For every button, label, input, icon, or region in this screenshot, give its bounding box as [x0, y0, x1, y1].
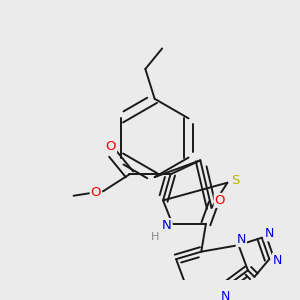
Text: N: N	[273, 254, 282, 267]
Text: N: N	[221, 290, 230, 300]
Text: O: O	[91, 187, 101, 200]
Text: O: O	[106, 140, 116, 153]
Text: O: O	[215, 194, 225, 207]
Text: H: H	[151, 232, 159, 242]
Text: N: N	[162, 219, 172, 232]
Text: N: N	[265, 227, 274, 241]
Text: S: S	[232, 174, 240, 187]
Text: N: N	[237, 233, 246, 246]
